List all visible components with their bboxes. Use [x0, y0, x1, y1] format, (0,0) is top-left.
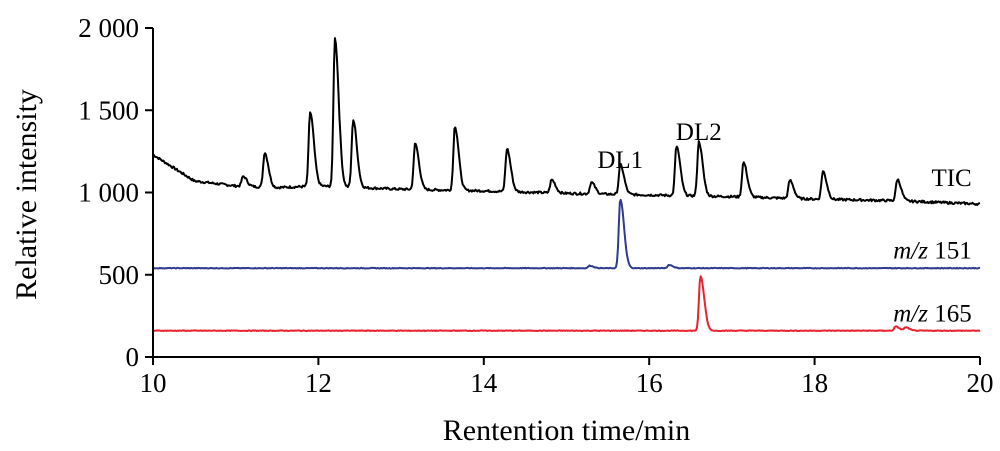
annotation-label: DL2 — [676, 119, 722, 146]
series-line-1 — [152, 198, 981, 270]
x-tick-label: 12 — [305, 368, 332, 398]
x-tick-label: 18 — [801, 368, 828, 398]
y-tick-label: 2 000 — [78, 13, 139, 43]
x-tick-label: 10 — [140, 368, 167, 398]
series-line-0 — [152, 37, 981, 206]
y-tick-label: 1 000 — [78, 178, 139, 208]
x-tick-label: 14 — [470, 368, 498, 398]
annotation-label: m/z 165 — [893, 301, 971, 328]
annotation-label: DL1 — [597, 147, 643, 174]
x-tick-label: 16 — [636, 368, 663, 398]
axes: 10 12 14 16 18 20 0 500 1 000 1 500 2 000 — [78, 13, 993, 398]
annotations: DL1 DL2 TIC m/z 151 m/z 165 — [597, 119, 971, 328]
x-tick-label: 20 — [967, 368, 994, 398]
annotation-label: m/z 151 — [893, 237, 971, 264]
series-line-2 — [152, 275, 981, 332]
y-tick-label: 500 — [99, 260, 140, 290]
y-axis-title: Relative intensity — [10, 89, 43, 300]
y-tick-label: 0 — [126, 342, 140, 372]
y-tick-label: 1 500 — [78, 95, 139, 125]
plot-area — [152, 37, 981, 332]
y-ticks: 0 500 1 000 1 500 2 000 — [78, 13, 153, 372]
annotation-label: TIC — [931, 165, 971, 192]
x-ticks: 10 12 14 16 18 20 — [140, 357, 994, 398]
x-axis-title: Rentention time/min — [443, 414, 690, 447]
